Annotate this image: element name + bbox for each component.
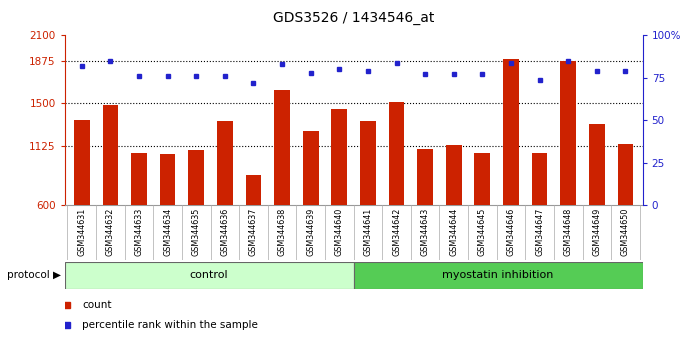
- Bar: [274, 90, 290, 273]
- Bar: [103, 104, 118, 273]
- Text: GSM344643: GSM344643: [421, 208, 430, 256]
- Text: percentile rank within the sample: percentile rank within the sample: [82, 320, 258, 330]
- Bar: [503, 59, 519, 273]
- Bar: [65, 262, 354, 289]
- Text: GSM344632: GSM344632: [106, 208, 115, 256]
- Text: GSM344646: GSM344646: [507, 208, 515, 256]
- Bar: [303, 131, 318, 273]
- Text: GSM344631: GSM344631: [78, 208, 86, 256]
- Bar: [131, 153, 147, 273]
- Text: GSM344638: GSM344638: [277, 208, 286, 256]
- Bar: [617, 144, 633, 273]
- Bar: [245, 175, 261, 273]
- Text: count: count: [82, 300, 112, 310]
- Text: GSM344644: GSM344644: [449, 208, 458, 256]
- Bar: [532, 153, 547, 273]
- Bar: [217, 121, 233, 273]
- Bar: [446, 145, 462, 273]
- Bar: [589, 124, 605, 273]
- Text: GSM344648: GSM344648: [564, 208, 573, 256]
- Text: GSM344645: GSM344645: [478, 208, 487, 256]
- Text: GSM344641: GSM344641: [363, 208, 373, 256]
- Text: myostatin inhibition: myostatin inhibition: [443, 270, 554, 280]
- Text: GSM344636: GSM344636: [220, 208, 229, 256]
- Bar: [354, 262, 643, 289]
- Text: control: control: [190, 270, 228, 280]
- Bar: [560, 62, 576, 273]
- Text: GSM344640: GSM344640: [335, 208, 344, 256]
- Text: GSM344633: GSM344633: [135, 208, 143, 256]
- Text: GSM344647: GSM344647: [535, 208, 544, 256]
- Bar: [389, 102, 405, 273]
- Bar: [360, 121, 376, 273]
- Bar: [331, 109, 347, 273]
- Bar: [188, 150, 204, 273]
- Bar: [74, 120, 90, 273]
- Bar: [418, 149, 433, 273]
- Text: GSM344635: GSM344635: [192, 208, 201, 256]
- Text: GSM344634: GSM344634: [163, 208, 172, 256]
- Text: GDS3526 / 1434546_at: GDS3526 / 1434546_at: [273, 11, 435, 25]
- Bar: [160, 154, 175, 273]
- Text: GSM344650: GSM344650: [621, 208, 630, 256]
- Text: GSM344637: GSM344637: [249, 208, 258, 256]
- Text: protocol ▶: protocol ▶: [7, 270, 61, 280]
- Text: GSM344642: GSM344642: [392, 208, 401, 256]
- Bar: [475, 153, 490, 273]
- Text: GSM344649: GSM344649: [592, 208, 601, 256]
- Text: GSM344639: GSM344639: [306, 208, 315, 256]
